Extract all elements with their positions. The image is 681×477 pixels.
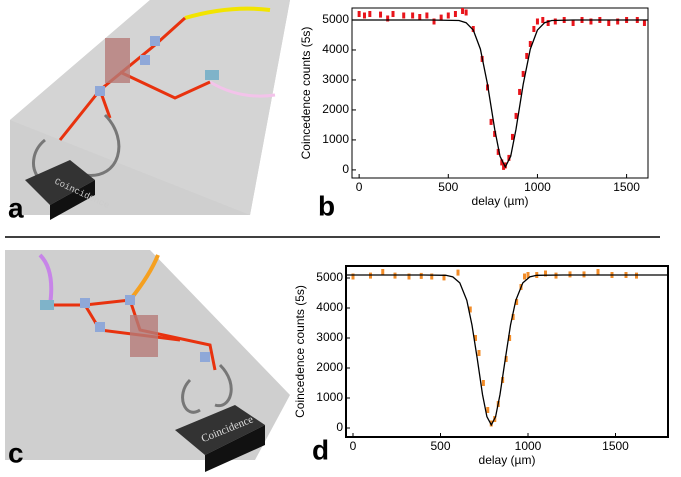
x-axis-label: delay (µm) bbox=[472, 194, 529, 208]
data-point bbox=[546, 19, 550, 26]
data-point bbox=[589, 18, 593, 25]
y-tick-label: 5000 bbox=[316, 270, 343, 284]
data-point bbox=[464, 9, 468, 16]
data-point bbox=[419, 272, 423, 279]
data-point bbox=[571, 19, 575, 26]
panel-label: b bbox=[318, 190, 335, 221]
data-point bbox=[642, 19, 646, 26]
data-point bbox=[446, 12, 450, 19]
y-tick-label: 1000 bbox=[322, 132, 349, 146]
fit-line bbox=[352, 19, 648, 169]
data-point bbox=[368, 10, 372, 17]
data-point bbox=[432, 18, 436, 25]
x-tick-label: 1000 bbox=[524, 180, 551, 194]
data-point bbox=[607, 19, 611, 26]
plot-frame bbox=[351, 7, 649, 179]
data-point bbox=[523, 273, 526, 280]
y-tick-label: 3000 bbox=[322, 72, 349, 86]
plot-frame bbox=[345, 265, 669, 438]
data-point bbox=[525, 52, 529, 59]
data-point bbox=[362, 12, 366, 19]
panel-label: c bbox=[8, 437, 24, 468]
y-tick-label: 1000 bbox=[316, 390, 343, 404]
y-tick-label: 2000 bbox=[322, 102, 349, 116]
fit-line bbox=[346, 274, 668, 427]
x-tick-label: 1000 bbox=[515, 439, 542, 453]
data-point bbox=[504, 356, 508, 362]
data-point bbox=[502, 163, 506, 170]
data-point bbox=[500, 159, 504, 166]
data-point bbox=[515, 299, 519, 305]
x-axis-label: delay (µm) bbox=[479, 453, 536, 467]
y-tick-label: 0 bbox=[336, 420, 343, 434]
data-point bbox=[453, 10, 457, 17]
data-point bbox=[511, 314, 515, 320]
y-tick-label: 4000 bbox=[322, 42, 349, 56]
data-point bbox=[544, 270, 547, 277]
y-tick-label: 5000 bbox=[322, 12, 349, 26]
data-point bbox=[439, 14, 443, 21]
x-tick-label: 1500 bbox=[613, 180, 640, 194]
x-tick-label: 500 bbox=[430, 439, 450, 453]
data-point bbox=[456, 269, 460, 276]
panel-label: a bbox=[8, 192, 24, 223]
y-tick-label: 4000 bbox=[316, 300, 343, 314]
data-point bbox=[496, 148, 500, 155]
panel-label: d bbox=[312, 434, 329, 465]
data-point bbox=[508, 335, 512, 341]
data-point bbox=[477, 350, 481, 356]
y-axis-label: Coincedence counts (5s) bbox=[293, 285, 307, 418]
data-point bbox=[351, 273, 355, 280]
data-point bbox=[553, 18, 557, 25]
y-tick-label: 2000 bbox=[316, 360, 343, 374]
x-tick-label: 1500 bbox=[602, 439, 629, 453]
data-point bbox=[507, 154, 511, 161]
data-point bbox=[471, 25, 475, 32]
data-point bbox=[532, 25, 536, 32]
x-tick-label: 0 bbox=[356, 180, 363, 194]
data-point bbox=[379, 11, 383, 18]
data-point bbox=[596, 269, 600, 275]
data-point bbox=[481, 380, 485, 386]
data-point bbox=[514, 112, 518, 119]
data-point bbox=[518, 88, 522, 95]
setup-illustration-a: Coincidence bbox=[10, 0, 290, 220]
data-point bbox=[474, 335, 477, 341]
setup-illustration-c: Coincidence bbox=[5, 250, 290, 472]
data-point bbox=[418, 13, 422, 20]
x-tick-label: 0 bbox=[350, 439, 357, 453]
data-point bbox=[407, 273, 411, 280]
data-point bbox=[489, 118, 493, 125]
data-point bbox=[468, 306, 472, 313]
data-point bbox=[442, 274, 446, 281]
data-point bbox=[391, 10, 395, 17]
data-point bbox=[430, 273, 434, 280]
data-point bbox=[486, 407, 490, 413]
data-point bbox=[386, 15, 390, 22]
data-point bbox=[528, 40, 532, 47]
y-tick-label: 0 bbox=[342, 162, 349, 176]
data-point bbox=[425, 12, 429, 19]
data-point bbox=[521, 70, 525, 77]
data-point bbox=[541, 16, 545, 23]
data-point bbox=[526, 272, 530, 278]
data-point bbox=[381, 269, 385, 275]
y-tick-label: 3000 bbox=[316, 330, 343, 344]
data-point bbox=[402, 12, 406, 19]
data-point bbox=[535, 18, 539, 25]
data-point bbox=[411, 12, 415, 19]
x-tick-label: 500 bbox=[438, 180, 458, 194]
data-point bbox=[461, 7, 465, 14]
data-point bbox=[357, 10, 361, 17]
data-point bbox=[493, 130, 497, 137]
data-point bbox=[616, 18, 620, 25]
data-point bbox=[510, 133, 514, 140]
y-axis-label: Coincedence counts (5s) bbox=[299, 27, 313, 160]
